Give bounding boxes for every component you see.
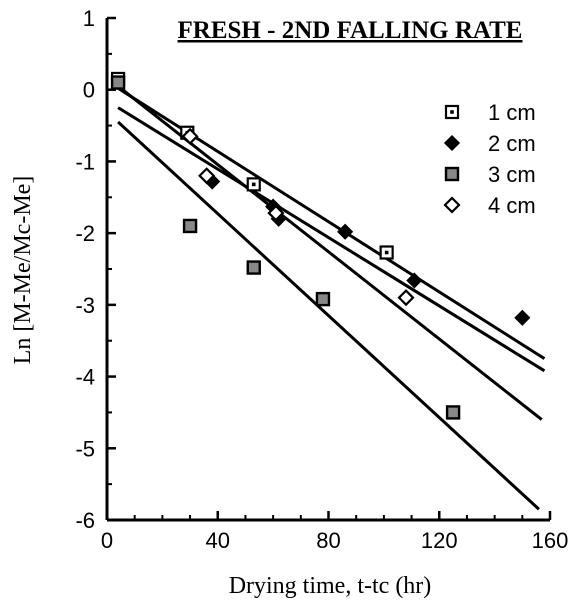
y-tick-label: -1 bbox=[75, 149, 95, 174]
legend-marker bbox=[443, 196, 461, 214]
data-point-3-cm bbox=[445, 405, 461, 420]
x-tick-label: 40 bbox=[206, 528, 230, 553]
x-tick-label: 80 bbox=[316, 528, 340, 553]
legend-label: 3 cm bbox=[488, 162, 536, 187]
y-tick-label: -4 bbox=[75, 365, 95, 390]
data-point-4-cm bbox=[181, 127, 199, 145]
legend-marker bbox=[444, 166, 460, 182]
y-tick-label: -2 bbox=[75, 221, 95, 246]
data-point-4-cm bbox=[397, 289, 415, 307]
data-point-3-cm bbox=[110, 75, 126, 90]
legend-item: 4 cm bbox=[443, 193, 536, 218]
legend-item: 2 cm bbox=[443, 131, 536, 156]
x-ticks: 0 40 80 120 160 bbox=[101, 511, 568, 553]
chart-title: FRESH - 2ND FALLING RATE bbox=[178, 17, 523, 44]
data-point-3-cm bbox=[246, 260, 261, 275]
x-tick-label: 120 bbox=[421, 528, 458, 553]
legend-label: 1 cm bbox=[488, 100, 536, 125]
data-point-1-cm bbox=[246, 177, 261, 192]
y-tick-label: -6 bbox=[75, 508, 95, 533]
data-point-2-cm bbox=[337, 223, 354, 240]
legend-item: 3 cm bbox=[444, 162, 536, 187]
legend-marker bbox=[443, 134, 461, 152]
y-ticks: 1 0 -1 -2 -3 -4 -5 -6 bbox=[75, 6, 116, 533]
data-point-4-cm bbox=[198, 167, 216, 185]
y-tick-label: -3 bbox=[75, 293, 95, 318]
data-point-3-cm bbox=[182, 218, 198, 234]
fit-line-3-cm bbox=[117, 120, 540, 511]
y-axis-label: Ln [M-Me/Mc-Me] bbox=[10, 176, 36, 365]
y-tick-label: 0 bbox=[83, 78, 95, 103]
data-points bbox=[110, 71, 531, 420]
fit-lines bbox=[117, 84, 546, 511]
data-point-4-cm bbox=[267, 204, 285, 222]
legend-label: 4 cm bbox=[488, 193, 536, 218]
fit-line-2-cm bbox=[117, 106, 546, 373]
x-axis-label: Drying time, t-tc (hr) bbox=[229, 573, 432, 599]
x-tick-label: 160 bbox=[532, 528, 569, 553]
data-point-2-cm bbox=[514, 309, 531, 326]
y-tick-label: 1 bbox=[83, 6, 95, 31]
legend-marker bbox=[444, 104, 460, 120]
legend: 1 cm 2 cm 3 cm 4 cm bbox=[443, 100, 536, 218]
data-point-2-cm bbox=[406, 272, 423, 289]
x-tick-label: 0 bbox=[101, 528, 113, 553]
plot-area bbox=[105, 18, 550, 522]
legend-label: 2 cm bbox=[488, 131, 536, 156]
legend-item: 1 cm bbox=[444, 100, 536, 125]
data-point-3-cm bbox=[315, 291, 331, 307]
data-point-1-cm bbox=[379, 245, 394, 260]
y-tick-label: -5 bbox=[75, 436, 95, 461]
